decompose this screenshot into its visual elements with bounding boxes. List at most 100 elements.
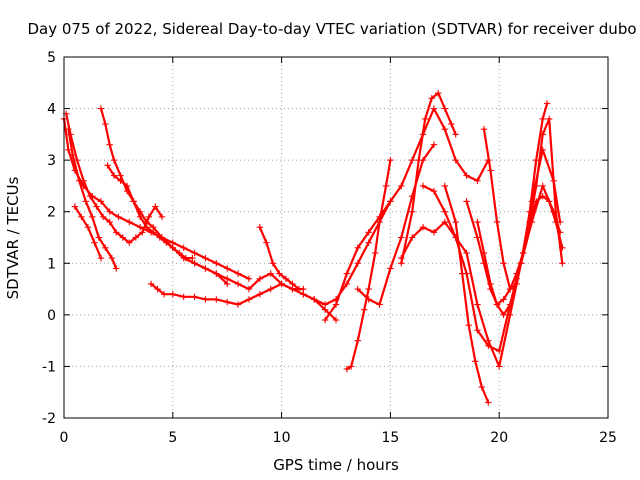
data-point — [365, 296, 372, 303]
data-point — [513, 275, 520, 282]
data-point — [245, 285, 253, 293]
data-point — [139, 229, 146, 236]
data-point — [465, 321, 472, 329]
data-point — [428, 95, 435, 102]
data-point — [422, 115, 429, 123]
data-point — [546, 115, 553, 123]
y-tick-label: 4 — [47, 102, 56, 118]
data-point — [154, 285, 161, 293]
data-point — [332, 316, 340, 324]
series-trace — [476, 195, 564, 316]
data-point — [289, 280, 296, 288]
data-point — [382, 182, 390, 190]
series-trace — [400, 184, 562, 353]
x-tick-label: 0 — [60, 430, 69, 446]
data-point — [430, 141, 438, 148]
data-point — [245, 296, 253, 303]
data-point — [463, 249, 470, 257]
series-trace — [421, 148, 562, 368]
data-point — [278, 280, 285, 288]
data-point — [106, 208, 113, 215]
data-point — [441, 105, 448, 112]
data-point — [97, 105, 105, 112]
plot-area-frame — [63, 56, 609, 419]
data-point — [478, 383, 485, 391]
gridlines — [64, 57, 608, 418]
data-point — [354, 260, 361, 267]
data-point — [108, 254, 116, 262]
data-point — [234, 301, 242, 308]
data-point — [526, 218, 533, 226]
data-point — [532, 182, 540, 190]
data-point — [189, 254, 196, 262]
data-point — [539, 182, 546, 190]
data-point — [485, 399, 492, 406]
data-point — [191, 249, 198, 257]
series-trace — [482, 102, 549, 291]
data-point — [145, 213, 153, 221]
data-point — [506, 311, 514, 319]
data-point — [234, 280, 242, 288]
data-point — [126, 218, 133, 226]
data-point — [332, 301, 340, 308]
x-tick-label: 15 — [381, 430, 399, 446]
y-tick-label: 0 — [47, 308, 56, 324]
data-point — [472, 358, 479, 365]
series-track-4 — [71, 203, 105, 262]
chart-title: Day 075 of 2022, Sidereal Day-to-day VTE… — [27, 20, 636, 38]
data-point — [113, 265, 120, 272]
data-point — [224, 275, 231, 282]
data-point — [91, 239, 98, 246]
data-point — [441, 208, 448, 215]
data-point — [441, 182, 448, 190]
data-point — [559, 260, 566, 267]
data-point — [224, 265, 231, 272]
data-point — [213, 296, 220, 303]
y-tick-label: 3 — [47, 153, 56, 169]
data-point — [500, 260, 507, 267]
data-point — [99, 213, 107, 221]
series-track-13 — [354, 141, 438, 308]
data-point — [95, 234, 103, 241]
data-point — [269, 260, 277, 267]
data-point — [361, 306, 368, 313]
data-point — [343, 365, 351, 373]
y-tick-label: 1 — [47, 256, 56, 272]
data-point — [448, 120, 455, 128]
data-point — [93, 203, 100, 210]
data-point — [65, 126, 72, 133]
data-point — [371, 249, 379, 257]
data-point — [136, 213, 144, 221]
data-point — [110, 172, 118, 179]
x-tick-label: 5 — [168, 430, 177, 446]
data-point — [202, 296, 209, 303]
series-track-12 — [343, 156, 394, 373]
data-point — [267, 270, 274, 277]
data-point — [191, 260, 198, 267]
data-point — [78, 213, 85, 221]
data-point — [500, 296, 507, 303]
data-point — [102, 244, 109, 252]
data-point — [102, 120, 109, 128]
data-point — [89, 213, 96, 221]
x-axis-label: GPS time / hours — [273, 456, 399, 474]
y-tick-label: 2 — [47, 205, 56, 221]
data-point — [552, 218, 559, 226]
y-axis-label: SDTVAR / TECUs — [4, 176, 22, 299]
data-point — [452, 218, 459, 226]
data-point — [256, 223, 264, 231]
series-trace — [345, 159, 392, 371]
data-point — [158, 213, 166, 221]
data-point — [474, 234, 481, 241]
data-point — [86, 193, 94, 200]
data-point — [117, 177, 124, 184]
data-point — [387, 198, 394, 205]
data-point — [276, 270, 283, 277]
data-point — [163, 239, 170, 246]
data-point — [156, 234, 163, 241]
data-point — [106, 218, 113, 226]
data-point — [408, 208, 416, 215]
data-point — [65, 146, 72, 154]
data-point — [97, 198, 105, 205]
data-point — [539, 193, 546, 200]
